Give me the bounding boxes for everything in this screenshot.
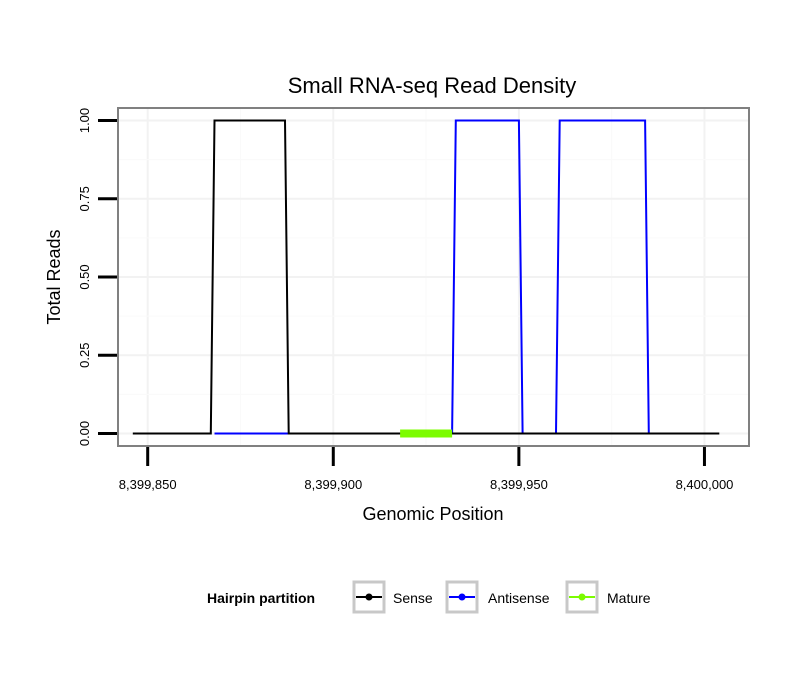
y-tick-label: 0.50	[77, 264, 92, 289]
legend-point-mature	[578, 593, 586, 601]
y-tick-label: 0.75	[77, 186, 92, 211]
y-tick-label: 1.00	[77, 108, 92, 133]
legend-label-antisense: Antisense	[488, 590, 550, 606]
series-layer	[132, 119, 720, 438]
panel-border	[117, 107, 750, 447]
x-axis: 8,399,850 8,399,900 8,399,950 8,400,000	[119, 447, 734, 492]
legend-point-antisense	[458, 593, 466, 601]
y-tick-label: 0.25	[77, 343, 92, 368]
legend-point-sense	[365, 593, 373, 601]
legend-label-mature: Mature	[607, 590, 651, 606]
legend-label-sense: Sense	[393, 590, 433, 606]
x-tick-label: 8,400,000	[676, 477, 734, 492]
x-tick-label: 8,399,900	[304, 477, 362, 492]
y-axis: 0.00 0.25 0.50 0.75 1.00	[77, 108, 117, 446]
x-axis-title: Genomic Position	[362, 504, 503, 524]
legend-title: Hairpin partition	[207, 590, 315, 606]
chart-title: Small RNA-seq Read Density	[288, 73, 577, 98]
y-tick-label: 0.00	[77, 421, 92, 446]
plot-panel	[117, 107, 750, 447]
series-sense-line	[132, 119, 720, 435]
legend: Hairpin partition Sense Antisense Mature	[207, 580, 651, 614]
x-tick-label: 8,399,950	[490, 477, 548, 492]
x-tick-label: 8,399,850	[119, 477, 177, 492]
y-axis-title: Total Reads	[44, 229, 64, 324]
